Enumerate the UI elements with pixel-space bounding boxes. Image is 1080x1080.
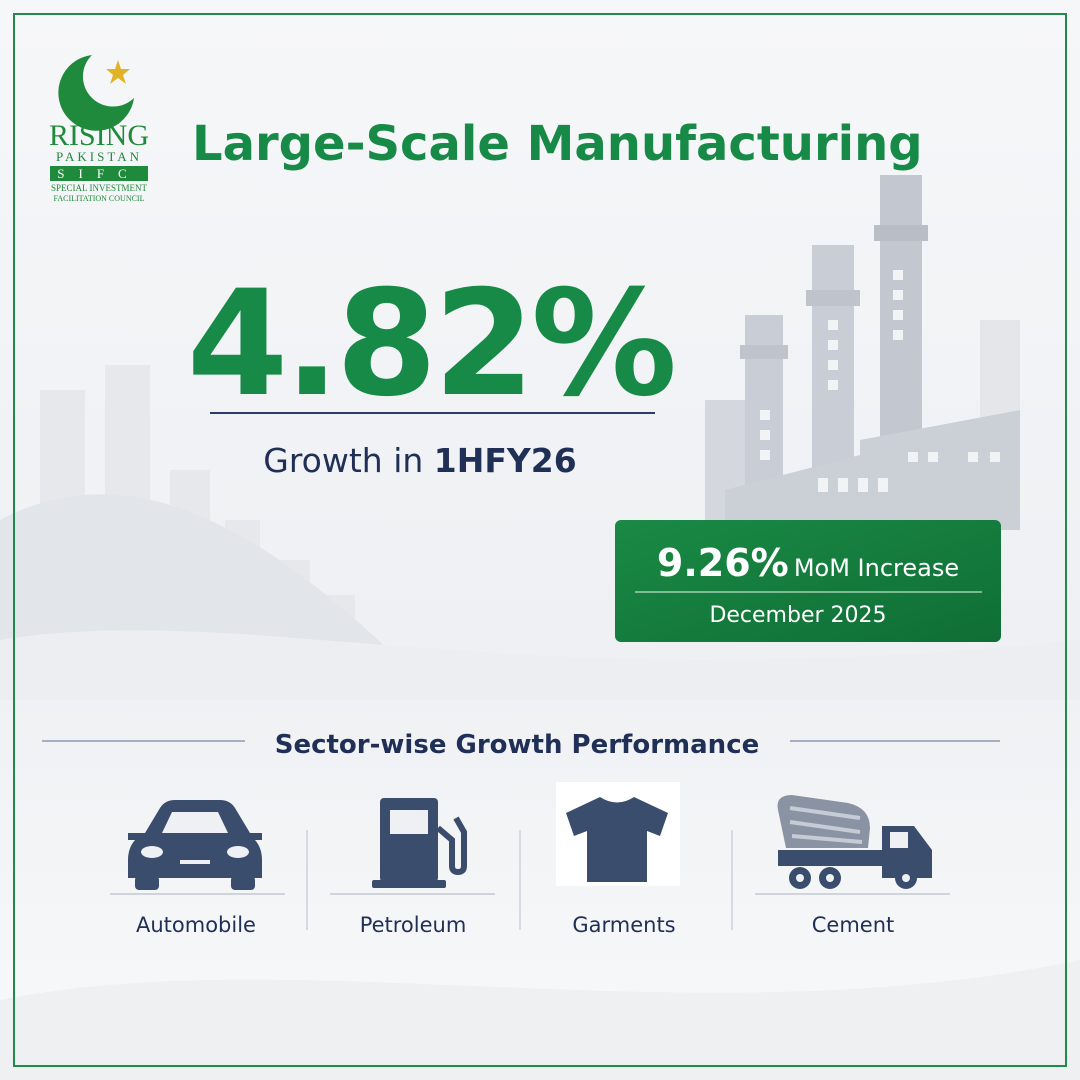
sector-label: Cement bbox=[812, 913, 895, 937]
headline-caption: Growth in 1HFY26 bbox=[263, 441, 576, 480]
bg-hill bbox=[0, 960, 1080, 1080]
logo-badge bbox=[50, 166, 148, 181]
highlight-date: December 2025 bbox=[709, 603, 886, 628]
highlight-line: 9.26% MoM Increase bbox=[657, 541, 959, 585]
sector-label: Garments bbox=[572, 913, 675, 937]
logo-star bbox=[106, 60, 130, 84]
caption-period: 1HFY26 bbox=[434, 441, 577, 480]
section-title: Sector-wise Growth Performance bbox=[275, 730, 760, 760]
logo-text: SPECIAL INVESTMENT bbox=[51, 183, 147, 193]
car-icon bbox=[128, 800, 262, 890]
highlight-label: MoM Increase bbox=[794, 554, 959, 582]
sector-dividers bbox=[306, 830, 733, 930]
headline-value: 4.82% bbox=[187, 259, 674, 429]
logo: RISING PAKISTAN SIFC SPECIAL INVESTMENT … bbox=[49, 55, 149, 203]
caption-text: Growth in bbox=[263, 441, 423, 480]
logo-text: FACILITATION COUNCIL bbox=[54, 194, 145, 203]
highlight-badge bbox=[615, 520, 1001, 642]
bg-hill bbox=[0, 630, 1080, 700]
shirt-icon bbox=[566, 797, 668, 882]
highlight-value: 9.26% bbox=[657, 541, 789, 585]
logo-text: PAKISTAN bbox=[56, 149, 142, 164]
truck-icon bbox=[777, 795, 932, 889]
sector-label: Petroleum bbox=[360, 913, 467, 937]
frame bbox=[13, 13, 1067, 1067]
logo-text: SIFC bbox=[57, 166, 140, 181]
fuel-icon bbox=[372, 798, 467, 888]
logo-text: RISING bbox=[49, 119, 149, 152]
logo-crescent bbox=[58, 55, 134, 131]
sector-label: Automobile bbox=[136, 913, 256, 937]
factory-illustration bbox=[705, 175, 1020, 530]
title: Large-Scale Manufacturing bbox=[192, 116, 923, 172]
